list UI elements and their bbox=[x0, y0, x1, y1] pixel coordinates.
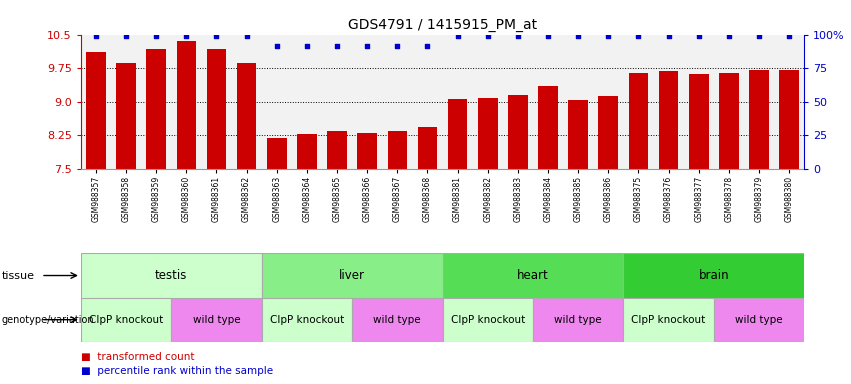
Bar bbox=[352, 298, 443, 342]
Point bbox=[240, 33, 254, 39]
Point bbox=[481, 33, 494, 39]
Point bbox=[300, 43, 314, 49]
Text: wild type: wild type bbox=[554, 314, 602, 325]
Text: brain: brain bbox=[699, 269, 729, 282]
Text: genotype/variation: genotype/variation bbox=[2, 314, 94, 325]
Text: ClpP knockout: ClpP knockout bbox=[89, 314, 163, 325]
Point bbox=[722, 33, 735, 39]
Bar bbox=[418, 127, 437, 169]
Bar bbox=[261, 298, 352, 342]
Bar bbox=[538, 86, 557, 169]
Bar bbox=[623, 298, 714, 342]
Point bbox=[180, 33, 193, 39]
Point bbox=[360, 43, 374, 49]
Bar bbox=[749, 70, 768, 169]
Bar bbox=[478, 98, 498, 169]
Bar bbox=[117, 63, 136, 169]
Bar bbox=[719, 73, 739, 169]
Point bbox=[571, 33, 585, 39]
Bar bbox=[508, 95, 528, 169]
Text: wild type: wild type bbox=[735, 314, 783, 325]
Point bbox=[270, 43, 283, 49]
Text: liver: liver bbox=[339, 269, 365, 282]
Title: GDS4791 / 1415915_PM_at: GDS4791 / 1415915_PM_at bbox=[348, 18, 537, 32]
Point bbox=[391, 43, 404, 49]
Bar bbox=[387, 131, 407, 169]
Point bbox=[150, 33, 163, 39]
Point bbox=[451, 33, 465, 39]
Bar bbox=[568, 99, 588, 169]
Bar bbox=[443, 298, 533, 342]
Bar bbox=[533, 298, 623, 342]
Bar bbox=[237, 63, 256, 169]
Text: ClpP knockout: ClpP knockout bbox=[631, 314, 705, 325]
Bar bbox=[267, 139, 287, 169]
Text: wild type: wild type bbox=[374, 314, 421, 325]
Point bbox=[692, 33, 705, 39]
Bar bbox=[623, 253, 804, 298]
Bar bbox=[86, 53, 106, 169]
Point bbox=[330, 43, 344, 49]
Point bbox=[782, 33, 796, 39]
Point bbox=[119, 33, 133, 39]
Bar bbox=[171, 298, 261, 342]
Point bbox=[541, 33, 555, 39]
Text: ClpP knockout: ClpP knockout bbox=[270, 314, 344, 325]
Bar bbox=[659, 71, 678, 169]
Point bbox=[631, 33, 645, 39]
Text: ■  transformed count: ■ transformed count bbox=[81, 352, 194, 362]
Bar bbox=[357, 133, 377, 169]
Bar bbox=[261, 253, 443, 298]
Text: heart: heart bbox=[517, 269, 549, 282]
Bar bbox=[714, 298, 804, 342]
Bar bbox=[598, 96, 618, 169]
Bar bbox=[448, 99, 467, 169]
Point bbox=[420, 43, 434, 49]
Text: tissue: tissue bbox=[2, 270, 35, 281]
Point bbox=[511, 33, 525, 39]
Text: ■  percentile rank within the sample: ■ percentile rank within the sample bbox=[81, 366, 273, 376]
Text: wild type: wild type bbox=[192, 314, 240, 325]
Bar bbox=[81, 298, 171, 342]
Point bbox=[209, 33, 223, 39]
Point bbox=[602, 33, 615, 39]
Bar bbox=[780, 70, 799, 169]
Bar bbox=[146, 49, 166, 169]
Bar bbox=[629, 73, 648, 169]
Text: testis: testis bbox=[155, 269, 187, 282]
Text: ClpP knockout: ClpP knockout bbox=[450, 314, 525, 325]
Point bbox=[662, 33, 676, 39]
Bar bbox=[297, 134, 317, 169]
Point bbox=[89, 33, 103, 39]
Bar bbox=[207, 49, 226, 169]
Bar bbox=[176, 41, 196, 169]
Point bbox=[752, 33, 766, 39]
Bar bbox=[443, 253, 623, 298]
Bar bbox=[328, 131, 347, 169]
Bar bbox=[689, 74, 709, 169]
Bar bbox=[81, 253, 262, 298]
